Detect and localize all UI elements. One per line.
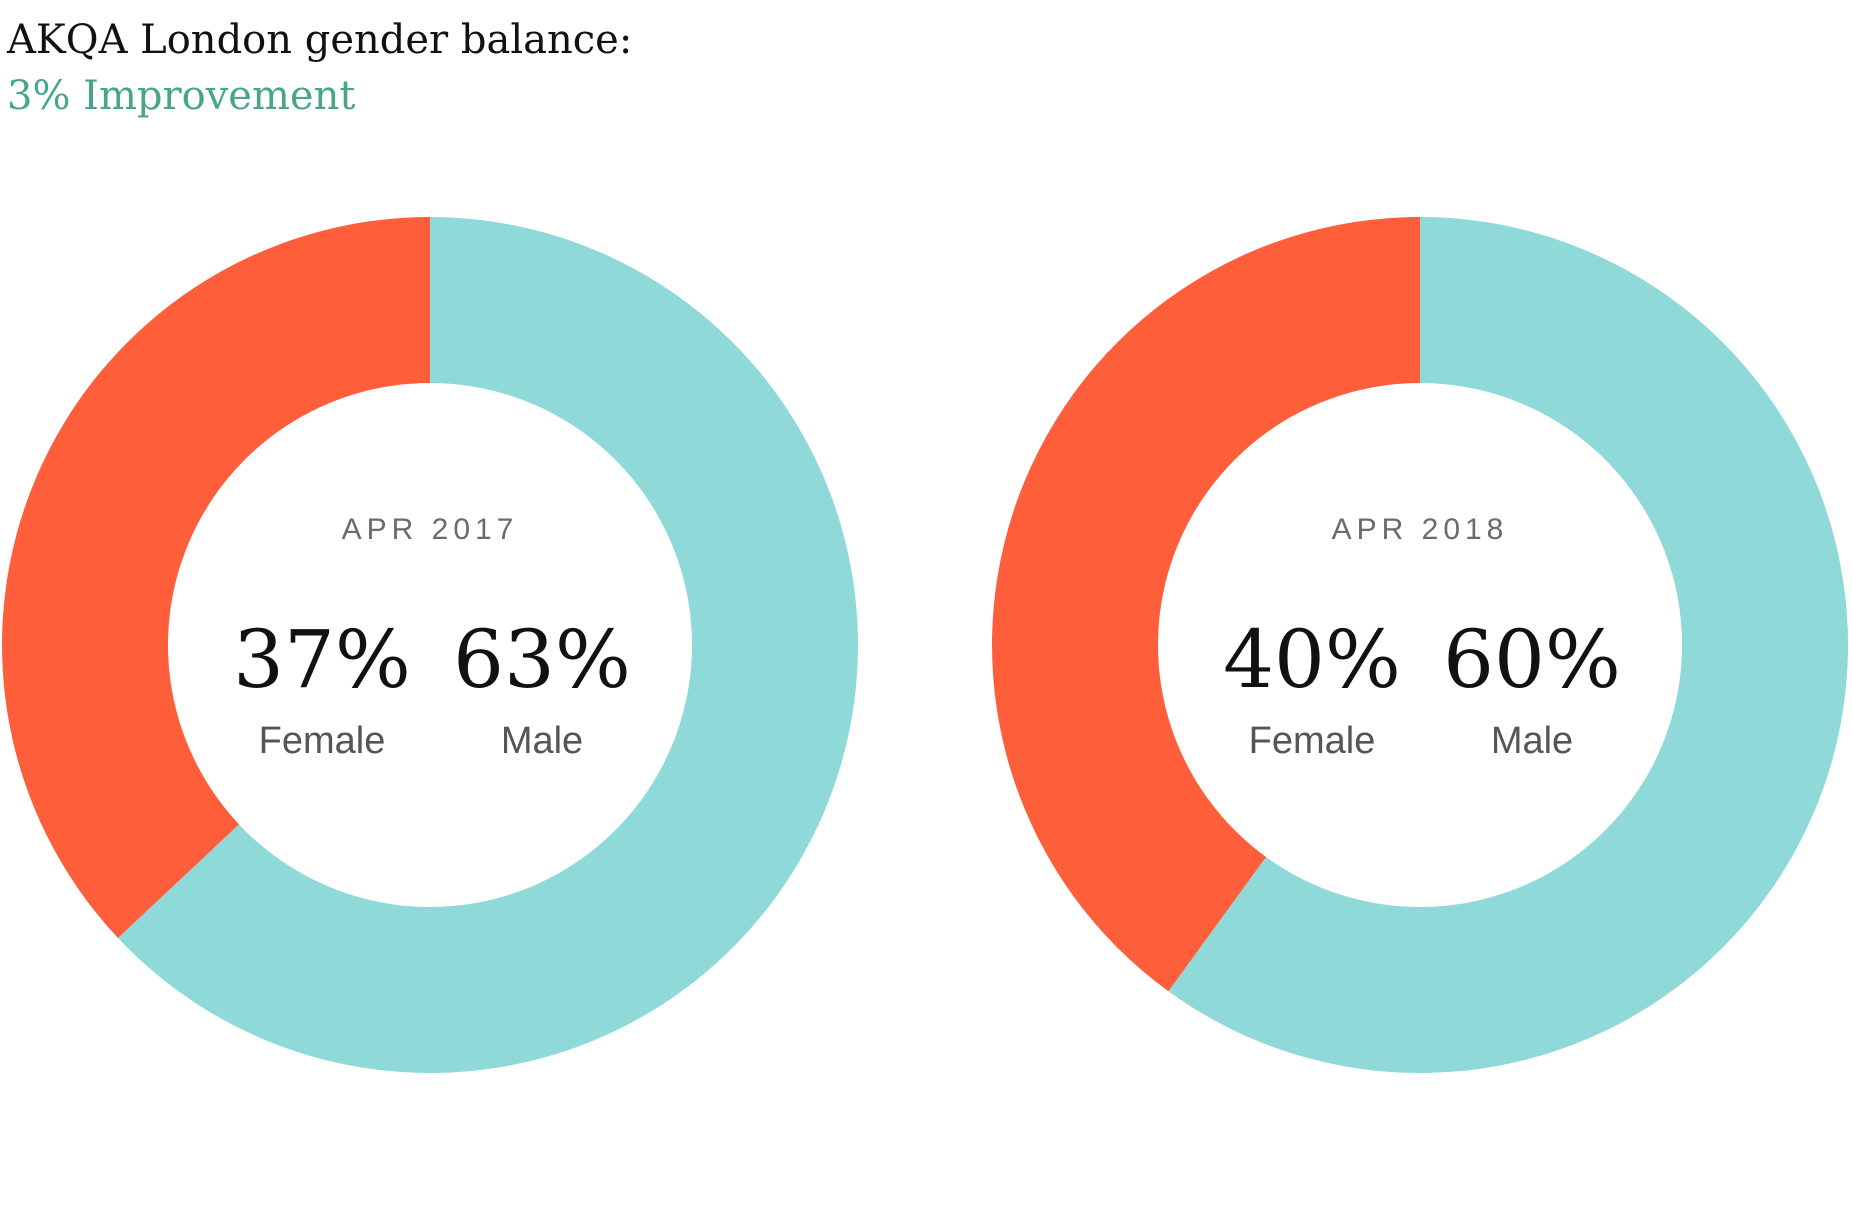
male-percent-value: 60% xyxy=(1443,613,1621,706)
female-percent-value: 40% xyxy=(1223,613,1401,706)
period-label: APR 2017 xyxy=(342,513,519,546)
female-label: Female xyxy=(259,720,386,762)
slice-female xyxy=(992,217,1420,992)
slice-female xyxy=(1,216,430,938)
slice-male xyxy=(1168,217,1848,1074)
slice-male xyxy=(118,217,858,1073)
male-label: Male xyxy=(501,720,583,762)
male-percent-value: 63% xyxy=(453,613,631,706)
female-label: Female xyxy=(1249,720,1376,762)
chart-header: AKQA London gender balance: 3% Improveme… xyxy=(7,14,632,122)
page-title: AKQA London gender balance: xyxy=(7,17,633,63)
donut-chart-1: APR 2017 37% Female 63% Male xyxy=(1,216,858,1073)
period-label: APR 2018 xyxy=(1332,513,1509,546)
donut-chart-2: APR 2018 40% Female 60% Male xyxy=(992,217,1848,1074)
page-subtitle: 3% Improvement xyxy=(7,73,356,119)
male-label: Male xyxy=(1491,720,1573,762)
female-percent-value: 37% xyxy=(233,613,411,706)
